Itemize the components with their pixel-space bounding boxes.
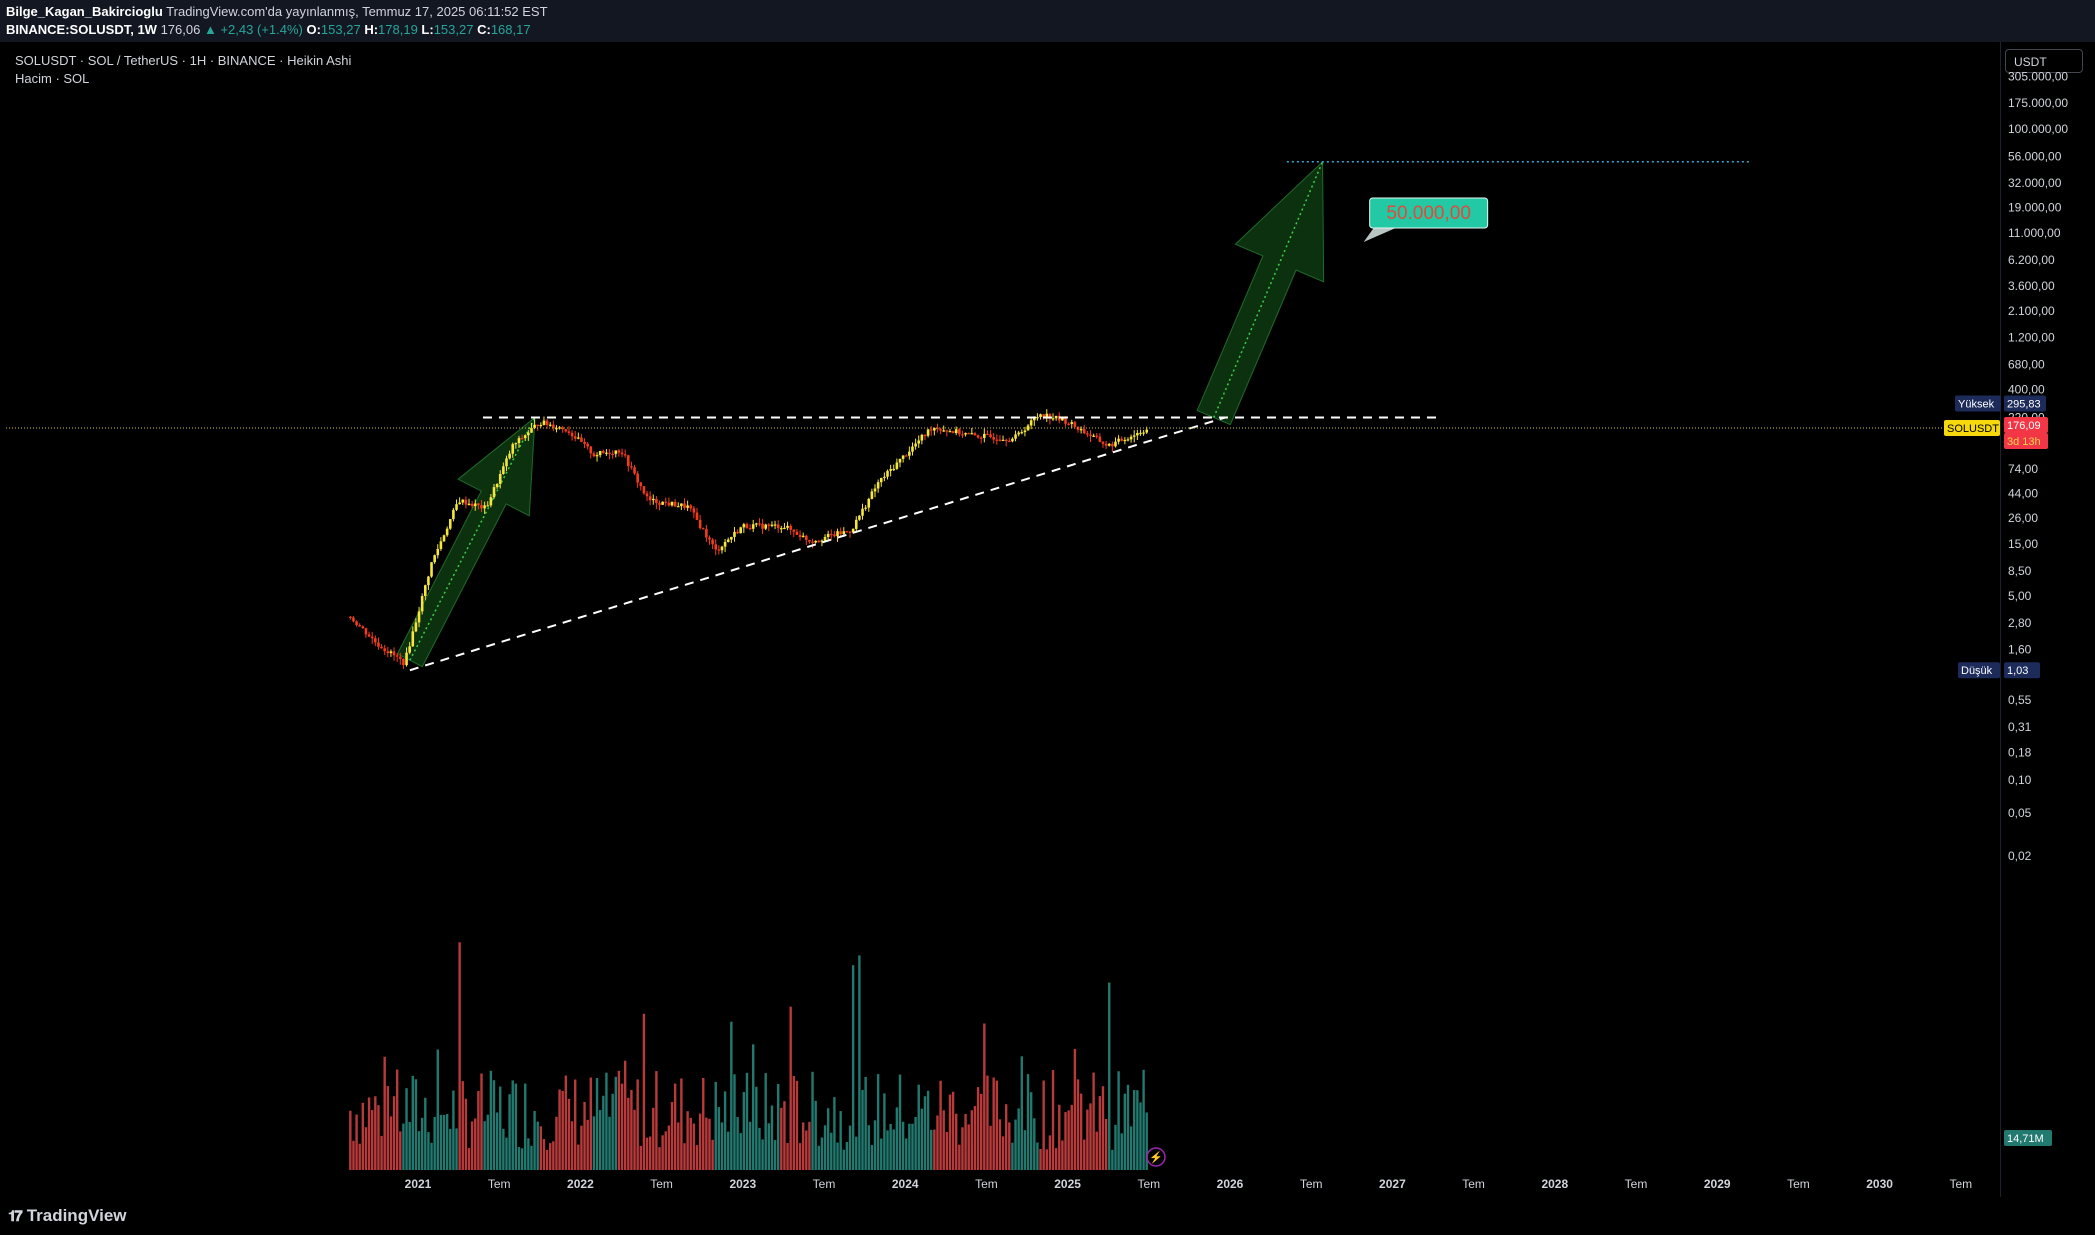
publication-header: Bilge_Kagan_Bakircioglu TradingView.com'… [0, 0, 2095, 42]
brand-name: TradingView [26, 1206, 127, 1225]
high-label: H: [364, 22, 379, 37]
legend-volume[interactable]: Hacim · SOL [15, 71, 90, 86]
chart-legend: SOLUSDT · SOL / TetherUS · 1H · BINANCE … [15, 52, 351, 88]
symbol-info[interactable]: BINANCE:SOLUSDT, 1W [6, 22, 157, 37]
tradingview-logo[interactable]: 𝟏𝟕 TradingView [8, 1206, 127, 1226]
author-name[interactable]: Bilge_Kagan_Bakircioglu [6, 4, 163, 19]
price-axis[interactable] [2000, 42, 2095, 1197]
low-value: 153,27 [433, 22, 474, 37]
author-line: Bilge_Kagan_Bakircioglu TradingView.com'… [6, 4, 548, 19]
high-value: 178,19 [378, 22, 418, 37]
symbol-line: BINANCE:SOLUSDT, 1W 176,06 ▲ +2,43 (+1.4… [6, 22, 531, 37]
chart-pane[interactable] [6, 42, 2000, 1197]
currency-selector[interactable]: USDT [2005, 49, 2083, 73]
low-label: L: [421, 22, 434, 37]
publish-info: TradingView.com'da yayınlanmış, Temmuz 1… [166, 4, 548, 19]
close-label: C: [477, 22, 491, 37]
close-value: 168,17 [490, 22, 531, 37]
price-change: ▲ +2,43 (+1.4%) [203, 22, 303, 37]
tradingview-icon: 𝟏𝟕 [8, 1207, 23, 1225]
open-value: 153,27 [320, 22, 361, 37]
legend-title[interactable]: SOLUSDT · SOL / TetherUS · 1H · BINANCE … [15, 53, 352, 68]
last-price: 176,06 [160, 22, 201, 37]
footer [0, 1197, 2095, 1235]
open-label: O: [306, 22, 321, 37]
